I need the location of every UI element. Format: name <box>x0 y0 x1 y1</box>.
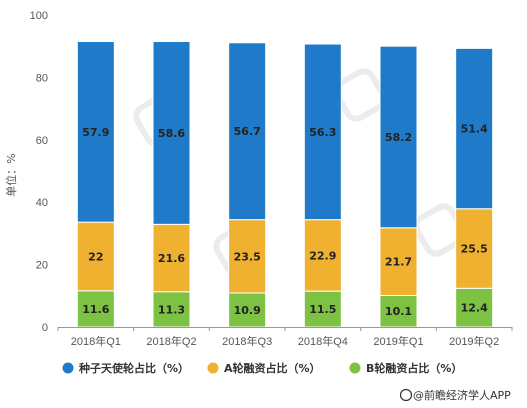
data-label: 51.4 <box>461 123 488 136</box>
source-logo-icon <box>399 388 413 402</box>
data-label: 57.9 <box>82 126 109 139</box>
bar-segment <box>228 219 267 294</box>
data-label: 25.5 <box>461 243 488 256</box>
bar-segment <box>303 43 342 221</box>
bar-segment <box>152 223 191 293</box>
legend: 种子天使轮占比（%） A轮融资占比（%） B轮融资占比（%） <box>62 361 462 375</box>
data-label: 10.1 <box>385 305 412 318</box>
legend-marker <box>349 362 361 374</box>
data-label: 10.9 <box>234 304 261 317</box>
x-tick-label: 2018年Q2 <box>146 334 196 348</box>
data-label: 11.6 <box>82 303 109 316</box>
data-label: 11.3 <box>158 303 185 316</box>
y-tick-label: 60 <box>36 135 48 147</box>
legend-label: 种子天使轮占比（%） <box>78 361 189 375</box>
bar-segment <box>76 41 115 223</box>
x-tick-label: 2019年Q2 <box>449 334 499 348</box>
legend-label: B轮融资占比（%） <box>366 361 462 375</box>
x-tick-label: 2018年Q3 <box>222 334 272 348</box>
bar-segment <box>228 42 267 221</box>
data-label: 23.5 <box>234 250 261 263</box>
bar-segment <box>379 45 418 229</box>
source-text: @前瞻经济学人APP <box>413 388 511 402</box>
legend-marker <box>62 362 74 374</box>
bar-segment <box>303 290 342 328</box>
bar-segment <box>152 41 191 225</box>
data-label: 12.4 <box>461 302 488 315</box>
legend-label: A轮融资占比（%） <box>224 361 321 375</box>
y-tick-label: 80 <box>36 72 48 84</box>
y-tick-label: 0 <box>42 322 48 334</box>
data-label: 21.6 <box>158 252 185 265</box>
x-axis: 2018年Q1 2018年Q2 2018年Q3 2018年Q4 2019年Q1 2019年… <box>57 327 513 348</box>
data-label: 11.5 <box>309 303 336 316</box>
data-label: 56.7 <box>234 125 261 138</box>
x-tick-label: 2018年Q1 <box>71 334 121 348</box>
bar-series: 11.6 22 57.9 11.3 21.6 58.6 10.9 23.5 56.7 11.5 22… <box>76 41 494 328</box>
y-tick-label: 20 <box>36 260 48 272</box>
y-axis: 0 20 40 60 80 100 <box>30 10 48 334</box>
source-credit: @前瞻经济学人APP <box>399 388 511 402</box>
bar-segment <box>303 219 342 292</box>
y-tick-label: 100 <box>30 10 48 22</box>
bar-segment <box>379 227 418 296</box>
x-tick-label: 2018年Q4 <box>298 334 348 348</box>
data-label: 56.3 <box>309 126 336 139</box>
legend-marker <box>207 362 219 374</box>
bar-segment <box>152 291 191 328</box>
bar-segment <box>455 208 494 289</box>
bar-segment <box>76 290 115 328</box>
data-label: 22.9 <box>309 249 336 262</box>
data-label: 58.6 <box>158 127 185 140</box>
data-label: 21.7 <box>385 256 412 269</box>
bar-segment <box>228 292 267 328</box>
y-axis-label: 单位：% <box>4 153 18 196</box>
data-label: 22 <box>88 250 103 263</box>
data-label: 58.2 <box>385 131 412 144</box>
y-tick-label: 40 <box>36 197 48 209</box>
x-tick-label: 2019年Q1 <box>373 334 423 348</box>
bar-segment <box>455 47 494 210</box>
